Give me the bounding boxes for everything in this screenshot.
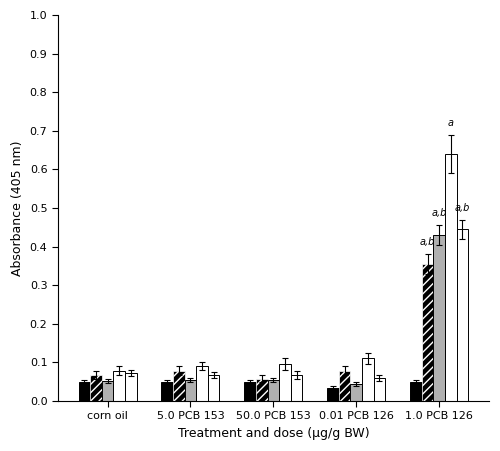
Bar bbox=[162, 382, 173, 401]
Bar bbox=[434, 235, 445, 401]
Text: a,b: a,b bbox=[454, 202, 470, 212]
Bar bbox=[184, 380, 196, 401]
Bar bbox=[114, 371, 125, 401]
Bar bbox=[125, 373, 136, 401]
Bar bbox=[90, 375, 102, 401]
Bar bbox=[291, 375, 302, 401]
Bar bbox=[350, 384, 362, 401]
Bar bbox=[102, 381, 114, 401]
Text: a,b: a,b bbox=[420, 237, 435, 247]
Bar bbox=[268, 380, 279, 401]
Y-axis label: Absorbance (405 nm): Absorbance (405 nm) bbox=[11, 140, 24, 276]
Bar bbox=[256, 378, 268, 401]
Bar bbox=[445, 154, 456, 401]
X-axis label: Treatment and dose (μg/g BW): Treatment and dose (μg/g BW) bbox=[178, 427, 369, 440]
Bar bbox=[374, 378, 386, 401]
Bar bbox=[339, 371, 350, 401]
Bar bbox=[362, 359, 374, 401]
Bar bbox=[196, 366, 208, 401]
Bar bbox=[422, 264, 434, 401]
Bar bbox=[244, 382, 256, 401]
Bar bbox=[173, 371, 184, 401]
Bar bbox=[410, 382, 422, 401]
Bar bbox=[78, 382, 90, 401]
Text: a,b: a,b bbox=[432, 208, 447, 218]
Bar bbox=[279, 364, 291, 401]
Bar bbox=[208, 375, 220, 401]
Bar bbox=[456, 229, 468, 401]
Bar bbox=[327, 388, 339, 401]
Text: a: a bbox=[448, 118, 454, 128]
